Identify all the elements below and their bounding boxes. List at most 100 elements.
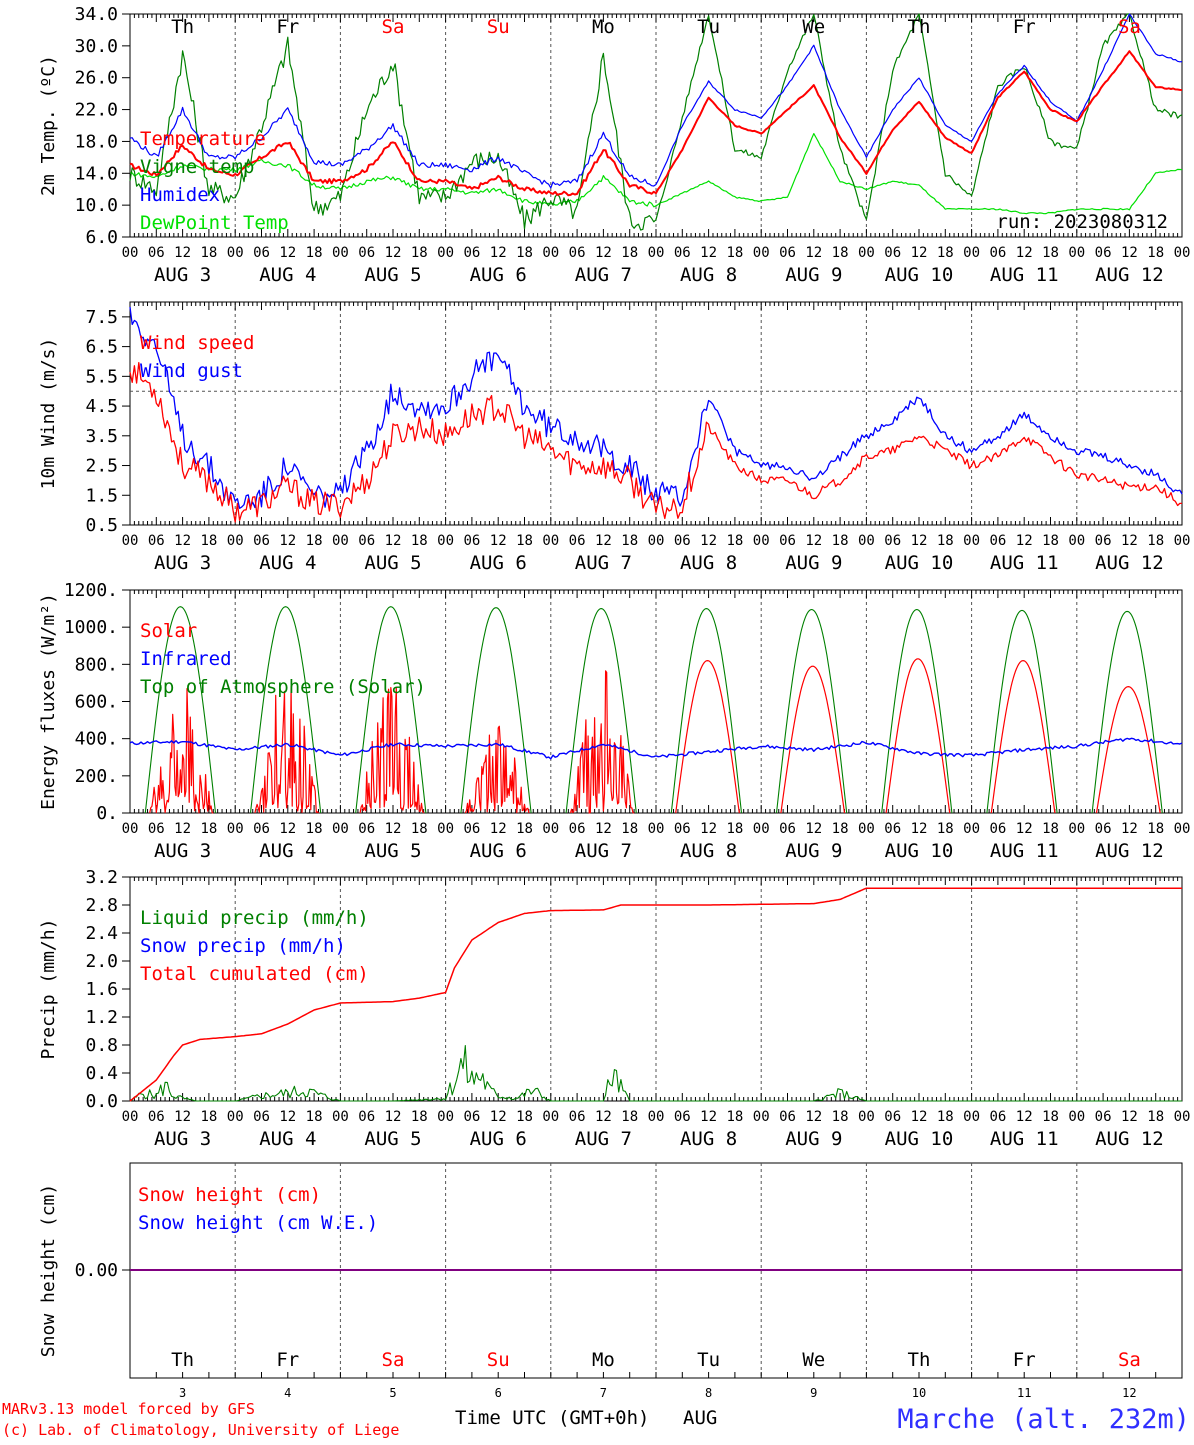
- x-tick-label: 18: [306, 1109, 323, 1125]
- day-number: 7: [600, 1386, 607, 1400]
- x-tick-label: 18: [621, 245, 638, 261]
- date-label: AUG 10: [885, 1128, 954, 1150]
- station-name: Marche (alt. 232m): [897, 1404, 1190, 1435]
- y-tick-label: 3.2: [85, 867, 118, 888]
- date-label: AUG 3: [154, 1128, 211, 1150]
- x-tick-label: 18: [937, 1109, 954, 1125]
- x-tick-label: 00: [332, 533, 349, 549]
- weekday-label: Mo: [592, 16, 615, 38]
- x-tick-label: 06: [674, 821, 691, 837]
- x-tick-label: 12: [805, 245, 822, 261]
- x-tick-label: 00: [437, 245, 454, 261]
- x-tick-label: 00: [858, 1109, 875, 1125]
- x-tick-label: 00: [753, 821, 770, 837]
- y-axis-label: 10m Wind (m/s): [38, 338, 59, 490]
- y-tick-label: 0.5: [85, 515, 118, 536]
- x-tick-label: 00: [122, 533, 139, 549]
- toa-solar-curve: [1091, 610, 1163, 814]
- x-tick-label: 18: [621, 821, 638, 837]
- x-tick-label: 12: [700, 245, 717, 261]
- weekday-label: Fr: [1013, 1349, 1036, 1371]
- date-label: AUG 12: [1095, 552, 1164, 574]
- x-tick-label: 18: [621, 1109, 638, 1125]
- x-tick-label: 18: [306, 245, 323, 261]
- footer-month: AUG: [683, 1407, 717, 1429]
- y-tick-label: 0.8: [85, 1035, 118, 1056]
- x-tick-label: 18: [200, 245, 217, 261]
- weekday-label: Mo: [592, 1349, 615, 1371]
- x-tick-label: 00: [227, 245, 244, 261]
- date-label: AUG 12: [1095, 264, 1164, 286]
- series-line-0: [129, 50, 1183, 197]
- x-tick-label: 00: [858, 533, 875, 549]
- x-tick-label: 12: [1121, 533, 1138, 549]
- y-tick-label: 22.0: [75, 100, 118, 121]
- y-tick-label: 6.0: [85, 227, 118, 248]
- x-tick-label: 00: [227, 821, 244, 837]
- x-tick-label: 18: [411, 245, 428, 261]
- x-tick-label: 00: [648, 1109, 665, 1125]
- x-tick-label: 00: [1174, 245, 1191, 261]
- x-tick-label: 12: [805, 1109, 822, 1125]
- x-tick-label: 18: [516, 821, 533, 837]
- x-tick-label: 06: [884, 245, 901, 261]
- x-tick-label: 00: [332, 821, 349, 837]
- x-tick-label: 18: [200, 533, 217, 549]
- date-label: AUG 9: [785, 840, 842, 862]
- x-tick-label: 00: [437, 533, 454, 549]
- x-tick-label: 00: [542, 821, 559, 837]
- x-tick-label: 00: [753, 245, 770, 261]
- x-tick-label: 18: [1042, 1109, 1059, 1125]
- x-tick-label: 06: [148, 245, 165, 261]
- x-tick-label: 18: [726, 245, 743, 261]
- x-tick-label: 00: [1068, 533, 1085, 549]
- day-number: 3: [179, 1386, 186, 1400]
- day-number: 11: [1017, 1386, 1031, 1400]
- x-tick-label: 12: [595, 533, 612, 549]
- footer-model-credit: MARv3.13 model forced by GFS: [2, 1400, 255, 1418]
- x-tick-label: 06: [569, 1109, 586, 1125]
- x-tick-label: 18: [1147, 821, 1164, 837]
- y-axis-label: Snow height (cm): [38, 1184, 59, 1357]
- x-tick-label: 06: [674, 1109, 691, 1125]
- x-tick-label: 00: [1174, 1109, 1191, 1125]
- x-tick-label: 18: [1042, 533, 1059, 549]
- x-tick-label: 06: [989, 245, 1006, 261]
- x-tick-label: 12: [1121, 821, 1138, 837]
- x-tick-label: 18: [306, 533, 323, 549]
- y-tick-label: 0.00: [75, 1260, 118, 1281]
- day-number: 10: [912, 1386, 926, 1400]
- x-tick-label: 12: [490, 245, 507, 261]
- x-tick-label: 12: [279, 245, 296, 261]
- x-tick-label: 00: [963, 533, 980, 549]
- solar-curve: [780, 665, 846, 814]
- y-axis-label: Energy fluxes (W/m²): [38, 593, 59, 810]
- x-tick-label: 12: [595, 1109, 612, 1125]
- x-tick-label: 00: [542, 245, 559, 261]
- x-tick-label: 12: [911, 821, 928, 837]
- x-tick-label: 12: [385, 1109, 402, 1125]
- weekday-label: Fr: [276, 16, 299, 38]
- x-tick-label: 12: [700, 1109, 717, 1125]
- y-tick-label: 10.0: [75, 195, 118, 216]
- x-tick-label: 12: [1121, 245, 1138, 261]
- x-tick-label: 06: [253, 533, 270, 549]
- x-tick-label: 12: [279, 821, 296, 837]
- x-tick-label: 00: [648, 245, 665, 261]
- x-tick-label: 00: [437, 821, 454, 837]
- y-tick-label: 2.0: [85, 951, 118, 972]
- run-annotation: run: 2023080312: [996, 211, 1168, 233]
- x-tick-label: 00: [332, 245, 349, 261]
- y-tick-label: 30.0: [75, 36, 118, 57]
- day-number: 6: [495, 1386, 502, 1400]
- legend-entry: Snow precip (mm/h): [140, 935, 346, 957]
- date-label: AUG 3: [154, 264, 211, 286]
- solar-curve: [885, 658, 951, 814]
- date-label: AUG 6: [470, 264, 527, 286]
- x-tick-label: 12: [1016, 821, 1033, 837]
- x-tick-label: 00: [542, 1109, 559, 1125]
- solar-curve: [464, 725, 530, 814]
- panel-frame: [129, 13, 1183, 238]
- x-tick-label: 12: [385, 533, 402, 549]
- x-tick-label: 18: [411, 533, 428, 549]
